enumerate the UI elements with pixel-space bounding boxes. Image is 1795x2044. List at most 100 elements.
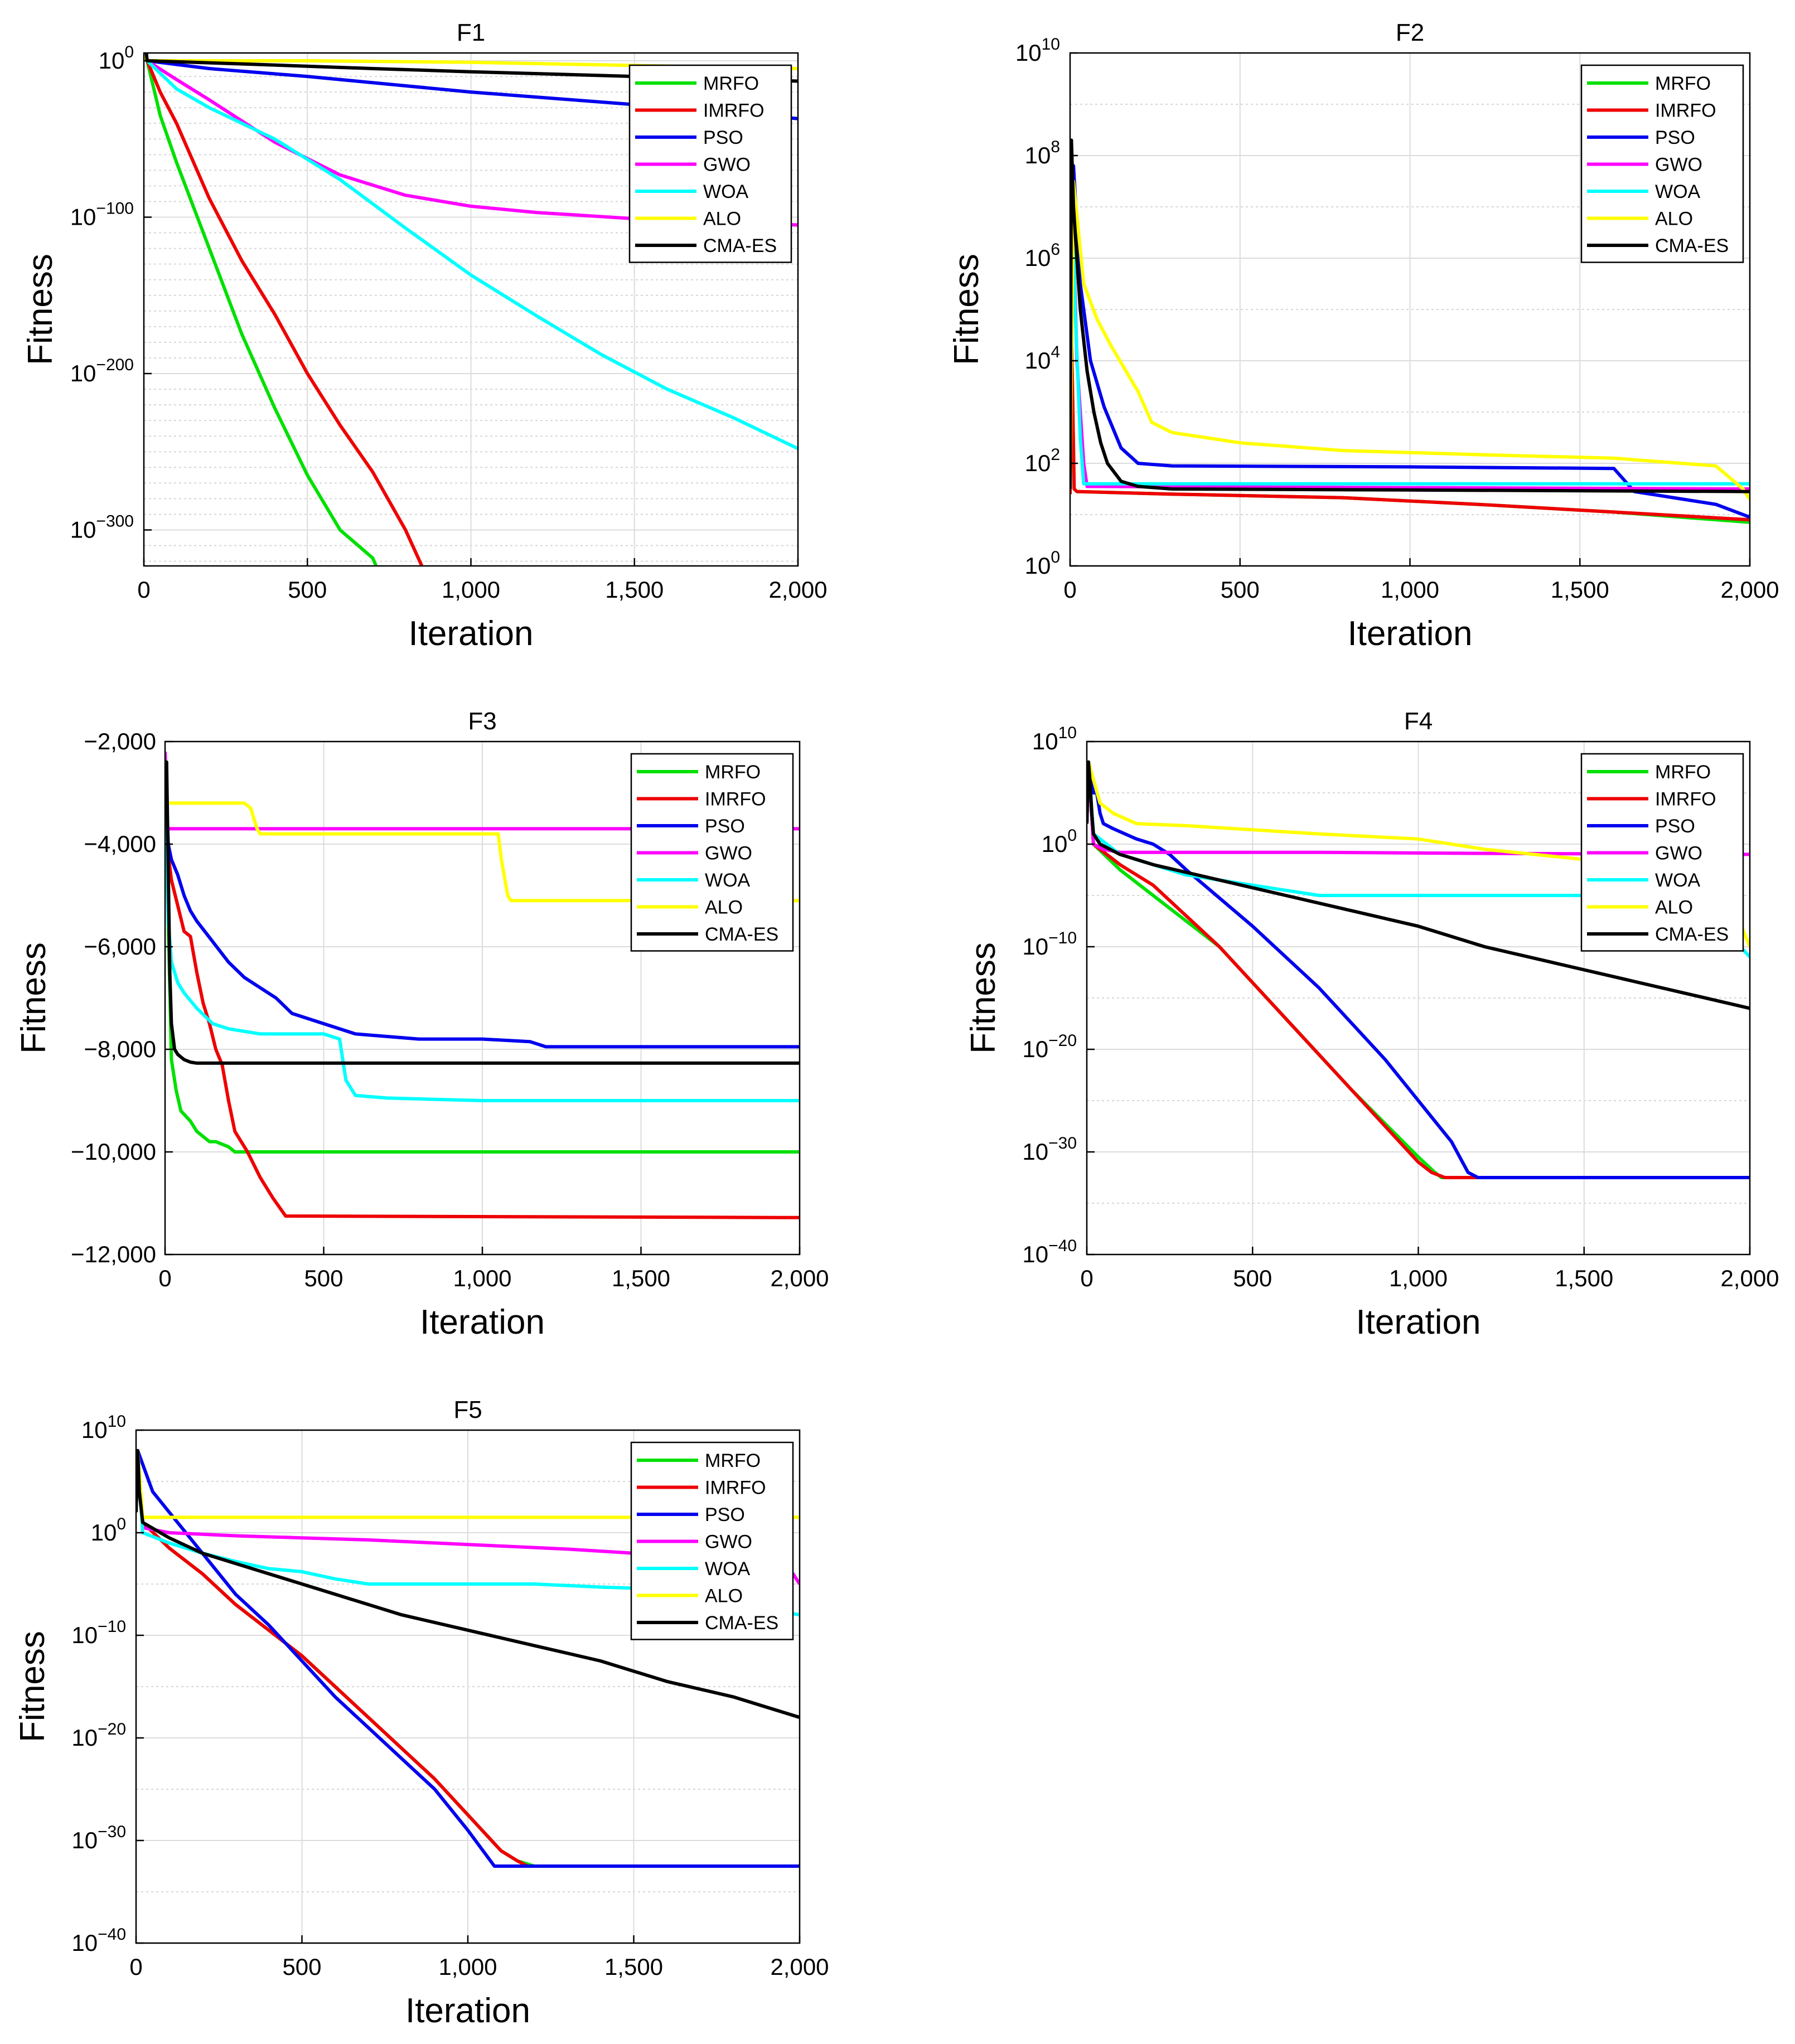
y-tick-label: 102 (1025, 445, 1060, 476)
x-tick-label: 1,500 (1551, 577, 1609, 603)
legend-label-mrfo: MRFO (705, 762, 761, 783)
y-tick-label: 1010 (1015, 35, 1060, 66)
x-tick-label: 1,000 (1389, 1265, 1448, 1291)
legend-label-alo: ALO (1655, 209, 1693, 230)
legend-label-cma-es: CMA-ES (705, 1612, 778, 1634)
series-line-cma-es (136, 1449, 800, 1720)
y-tick-label: 100 (1025, 548, 1060, 579)
y-tick-label: 10−10 (71, 1617, 126, 1648)
x-tick-label: 500 (1221, 577, 1260, 603)
y-axis-label: Fitness (964, 942, 1003, 1054)
y-tick-label: 1010 (81, 1412, 126, 1443)
legend-label-mrfo: MRFO (1655, 73, 1711, 94)
legend-label-imrfo: IMRFO (703, 100, 765, 122)
y-tick-label: 10−20 (71, 1720, 126, 1751)
y-tick-label: 1010 (1032, 724, 1077, 754)
legend-label-woa: WOA (703, 181, 749, 202)
x-tick-label: 0 (137, 577, 150, 603)
x-tick-label: 2,000 (770, 1954, 829, 1980)
x-tick-label: 1,000 (1381, 577, 1439, 603)
legend-label-pso: PSO (705, 1504, 745, 1525)
legend-label-pso: PSO (705, 816, 745, 837)
legend: MRFO IMRFO PSO GWO WOA ALO CMA-ES (630, 1441, 794, 1640)
x-tick-label: 2,000 (1720, 577, 1779, 603)
legend-label-gwo: GWO (1655, 843, 1702, 864)
legend-label-pso: PSO (1655, 816, 1695, 837)
chart-f2: 0 500 1,000 1,500 2,000 100 102 104 106 108 1010 F2… (947, 19, 1779, 653)
x-tick-label: 0 (129, 1954, 142, 1980)
legend-label-mrfo: MRFO (705, 1450, 761, 1471)
legend-label-gwo: GWO (705, 843, 752, 864)
y-tick-label: 100 (99, 43, 134, 74)
series-line-imrfo (165, 762, 800, 1219)
series-line-alo (1070, 180, 1750, 501)
x-tick-label: 500 (288, 577, 327, 603)
y-tick-label: 106 (1025, 240, 1060, 271)
x-tick-label: 1,000 (442, 577, 500, 603)
x-tick-label: 1,500 (1555, 1265, 1613, 1291)
legend-label-alo: ALO (705, 897, 743, 918)
y-tick-label: −10,000 (71, 1139, 156, 1165)
x-tick-label: 500 (282, 1954, 321, 1980)
x-tick-label: 1,000 (453, 1265, 511, 1291)
series-line-cma-es (1070, 138, 1750, 493)
chart-title: F2 (1396, 19, 1424, 46)
legend-label-imrfo: IMRFO (705, 789, 766, 810)
legend-label-gwo: GWO (1655, 154, 1702, 176)
y-axis-label: Fitness (14, 942, 53, 1054)
series-line-pso (165, 752, 800, 1049)
y-tick-label: 10−30 (1022, 1134, 1077, 1165)
chart-f5: 0 500 1,000 1,500 2,000 1010 100 10−10 10−20 10−3… (13, 1396, 829, 2030)
y-tick-label: 10−40 (71, 1925, 126, 1956)
y-tick-label: 10−200 (70, 356, 134, 386)
chart-title: F5 (453, 1396, 482, 1423)
legend-label-cma-es: CMA-ES (703, 235, 777, 256)
y-axis-label: Fitness (947, 254, 986, 365)
y-tick-label: −8,000 (84, 1036, 156, 1062)
legend-label-cma-es: CMA-ES (1655, 235, 1729, 256)
series-line-pso (136, 1449, 800, 1868)
x-tick-label: 1,500 (604, 1954, 663, 1980)
legend-label-pso: PSO (703, 127, 743, 148)
chart-title: F3 (468, 708, 496, 735)
x-axis-label: Iteration (408, 614, 533, 653)
legend: MRFO IMRFO PSO GWO WOA ALO CMA-ES (628, 64, 792, 263)
y-tick-label: 10−30 (71, 1823, 126, 1853)
y-tick-label: −4,000 (84, 831, 156, 857)
series-group (165, 752, 800, 1219)
legend-label-cma-es: CMA-ES (1655, 924, 1729, 945)
legend-label-woa: WOA (705, 870, 751, 891)
y-tick-label: 10−20 (1022, 1031, 1077, 1062)
legend-label-cma-es: CMA-ES (705, 924, 778, 945)
y-tick-label: 10−100 (70, 200, 134, 230)
y-tick-label: 100 (91, 1515, 126, 1546)
y-tick-label: 100 (1042, 826, 1077, 857)
x-tick-label: 2,000 (768, 577, 827, 603)
legend-label-alo: ALO (705, 1586, 743, 1607)
y-tick-label: −2,000 (84, 728, 156, 754)
x-tick-label: 0 (1080, 1265, 1093, 1291)
legend-label-woa: WOA (705, 1558, 751, 1580)
x-tick-label: 1,000 (438, 1954, 497, 1980)
legend-label-mrfo: MRFO (703, 73, 759, 94)
x-tick-label: 2,000 (1720, 1265, 1779, 1291)
y-tick-label: 104 (1025, 343, 1060, 374)
y-axis-label: Fitness (21, 254, 60, 365)
x-tick-label: 0 (158, 1265, 171, 1291)
legend-label-woa: WOA (1655, 870, 1701, 891)
y-axis-label: Fitness (13, 1631, 52, 1742)
legend-label-imrfo: IMRFO (1655, 789, 1716, 810)
y-tick-label: −12,000 (71, 1241, 156, 1267)
y-tick-label: 10−40 (1022, 1237, 1077, 1267)
x-axis-label: Iteration (420, 1303, 545, 1341)
series-line-woa (144, 55, 798, 451)
legend: MRFO IMRFO PSO GWO WOA ALO CMA-ES (630, 753, 794, 952)
y-tick-label: 10−10 (1022, 929, 1077, 960)
legend: MRFO IMRFO PSO GWO WOA ALO CMA-ES (1580, 64, 1744, 263)
series-group (1070, 138, 1750, 524)
x-tick-label: 1,500 (612, 1265, 670, 1291)
series-line-mrfo (144, 56, 378, 566)
x-axis-label: Iteration (405, 1992, 530, 2030)
chart-title: F1 (457, 19, 485, 46)
legend-label-gwo: GWO (705, 1532, 752, 1553)
